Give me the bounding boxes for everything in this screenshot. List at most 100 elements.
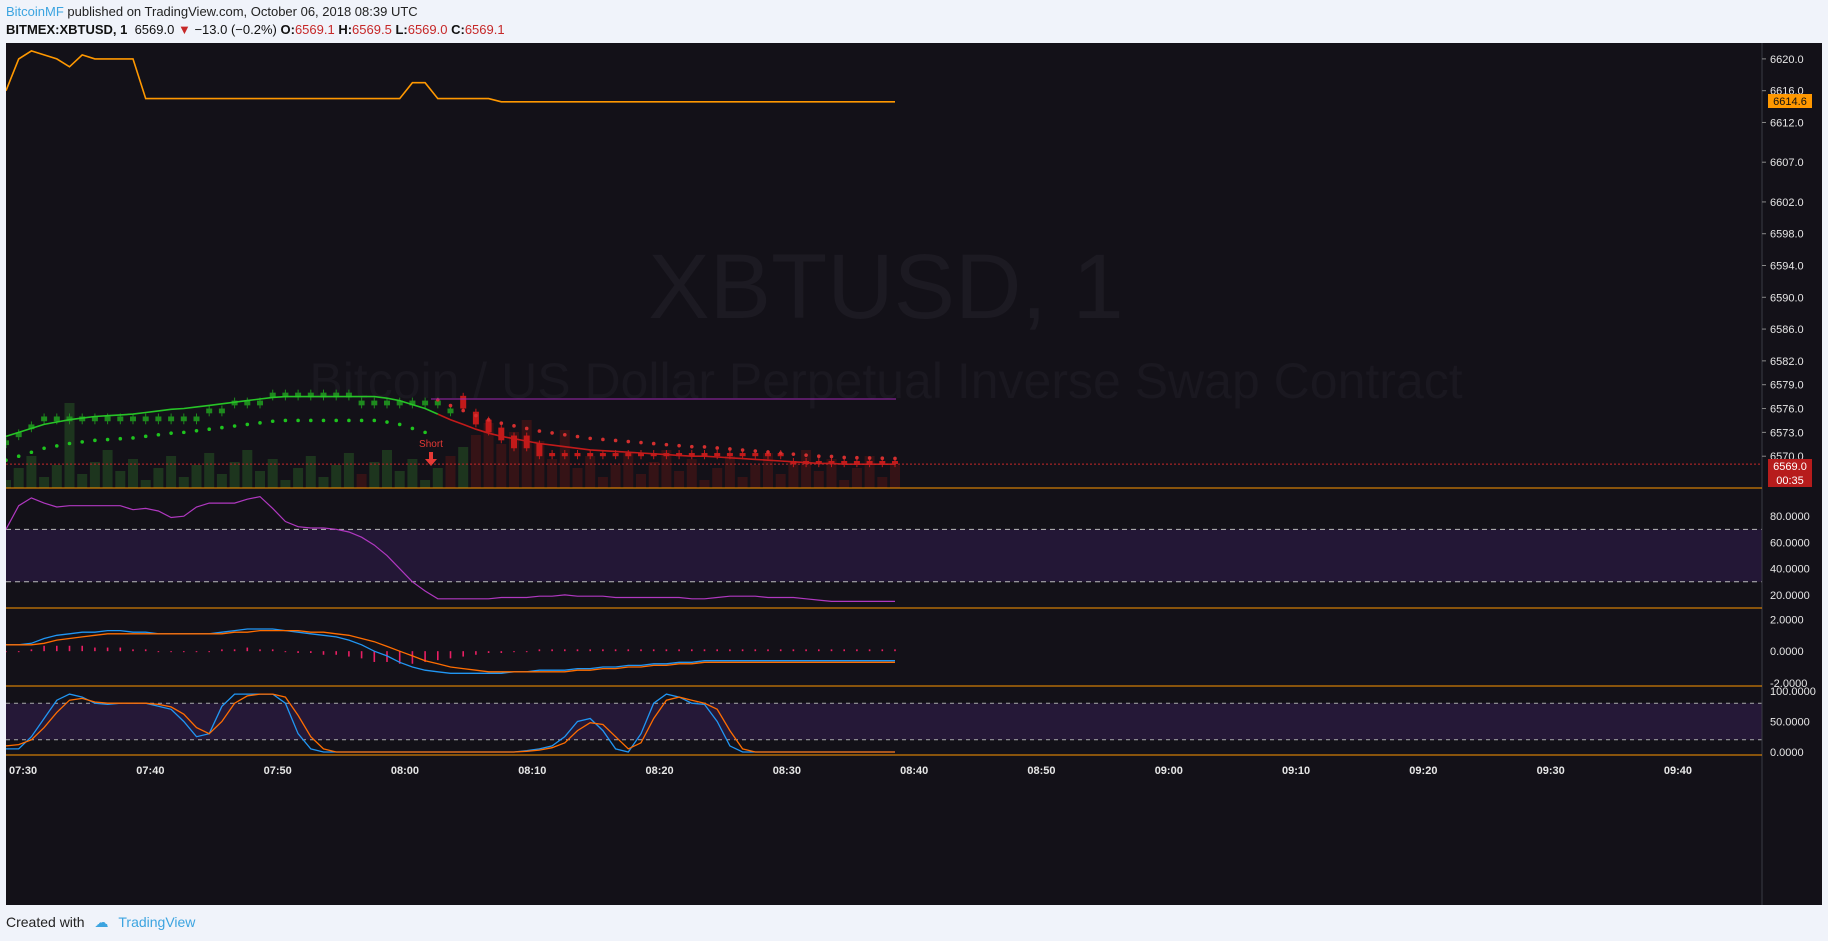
candle-body <box>130 416 136 422</box>
supertrend-dot <box>448 403 453 408</box>
supertrend-dot <box>626 439 631 444</box>
volume-bar <box>674 471 685 488</box>
volume-bar <box>445 456 456 488</box>
supertrend-dot <box>232 424 237 428</box>
supertrend-dot <box>867 456 872 460</box>
volume-bar <box>788 462 799 488</box>
volume-bar <box>839 480 850 488</box>
symbol-name[interactable]: BITMEX:XBTUSD, 1 <box>6 22 128 37</box>
macd-pane[interactable] <box>6 628 896 674</box>
supertrend-dot <box>778 451 783 455</box>
supertrend-dot <box>80 440 84 444</box>
supertrend-dot <box>690 444 694 449</box>
publish-header: BitcoinMF published on TradingView.com, … <box>6 2 418 21</box>
volume-bar <box>585 456 596 488</box>
volume-bar <box>394 471 405 488</box>
macd-histogram-bar <box>284 651 287 653</box>
supertrend-dot <box>359 418 364 423</box>
time-tick-label: 08:20 <box>646 765 674 777</box>
candle-body <box>15 432 22 438</box>
chart-area[interactable]: XBTUSD, 1 Bitcoin / US Dollar Perpetual … <box>6 43 1822 905</box>
tradingview-brand[interactable]: TradingView <box>118 914 196 930</box>
macd-histogram-bar <box>462 651 464 657</box>
macd-histogram-bar <box>830 649 833 652</box>
macd-histogram-bar <box>538 649 541 652</box>
supertrend-dot <box>194 428 199 433</box>
volume-bar <box>661 450 672 488</box>
candle-body <box>422 400 429 406</box>
volume-bar <box>64 403 75 488</box>
open-label: O: <box>280 22 295 37</box>
macd-histogram-bar <box>691 649 693 652</box>
chart-svg[interactable]: XBTUSD, 1 Bitcoin / US Dollar Perpetual … <box>6 43 1822 905</box>
volume-bar <box>318 477 329 488</box>
tradingview-logo-icon[interactable]: ☁ <box>94 914 109 930</box>
watermark-title: XBTUSD, 1 <box>648 236 1123 338</box>
price-tick-label: 6612.0 <box>1770 117 1804 129</box>
volume-bar <box>737 477 748 488</box>
volume-bar <box>420 480 431 488</box>
macd-histogram-bar <box>170 651 172 653</box>
supertrend-dot <box>461 408 466 413</box>
macd-histogram-bar <box>43 645 45 652</box>
macd-histogram-bar <box>30 649 33 652</box>
volume-bar <box>648 462 659 488</box>
macd-histogram-bar <box>106 647 109 652</box>
candle-body <box>180 416 187 422</box>
author-link[interactable]: BitcoinMF <box>6 4 64 19</box>
candle-body <box>511 435 517 449</box>
supertrend-dot <box>207 427 211 431</box>
ma-line-red <box>437 413 895 466</box>
time-axis[interactable]: 07:30 07:40 07:50 08:00 08:10 08:20 08:30 08:40… <box>9 765 1692 777</box>
candle-body <box>638 453 644 457</box>
candle-body <box>358 400 365 406</box>
rsi-pane[interactable] <box>6 495 1762 603</box>
price-pane[interactable] <box>6 50 1762 488</box>
volume-bar <box>623 453 634 488</box>
volume-bar <box>407 459 418 488</box>
supertrend-dot <box>270 419 275 424</box>
candle-body <box>91 416 98 422</box>
volume-bar <box>331 465 342 488</box>
high-value: 6569.5 <box>352 22 392 37</box>
supertrend-dot <box>524 426 529 431</box>
macd-histogram-bar <box>437 651 439 661</box>
macd-histogram-bar <box>500 651 503 653</box>
macd-histogram-bar <box>56 645 58 652</box>
time-tick-label: 07:30 <box>9 765 37 777</box>
rsi-line <box>6 495 895 603</box>
volume-bar <box>801 450 812 488</box>
macd-histogram-bar <box>449 651 452 659</box>
stoch-tick-label: 50.0000 <box>1770 717 1810 729</box>
volume-bar <box>458 447 469 488</box>
candle-body <box>193 416 200 422</box>
open-value: 6569.1 <box>294 22 335 37</box>
price-axis[interactable]: 6620.06616.06612.06607.06602.06598.06594… <box>6 43 1816 905</box>
price-tick-label: 6576.0 <box>1770 404 1804 416</box>
volume-bar <box>128 459 138 488</box>
supertrend-dot <box>486 418 491 422</box>
supertrend-dot <box>258 421 262 425</box>
macd-histogram-bar <box>767 649 769 652</box>
stoch-band <box>6 703 1762 740</box>
close-value: 6569.1 <box>464 22 505 37</box>
stoch-pane[interactable] <box>6 693 1762 753</box>
stoch-d-line <box>6 693 895 753</box>
supertrend-dot <box>55 444 59 448</box>
supertrend-dot <box>512 424 516 428</box>
red-price-badge <box>1768 459 1812 487</box>
candle-body <box>142 416 149 422</box>
supertrend-dot <box>855 455 859 460</box>
candle-body <box>117 416 124 422</box>
supertrend-dot <box>639 440 643 445</box>
watermark-subtitle: Bitcoin / US Dollar Perpetual Inverse Sw… <box>309 353 1462 409</box>
candle-body <box>765 453 771 457</box>
candle-body <box>168 416 175 422</box>
macd-histogram-bar <box>652 649 655 652</box>
supertrend-dot <box>728 447 732 451</box>
macd-histogram-bar <box>322 651 325 655</box>
supertrend-dot <box>753 449 758 453</box>
price-tick-label: 6573.0 <box>1770 427 1804 439</box>
price-tick-label: 6582.0 <box>1770 356 1804 368</box>
volume-bar <box>229 462 240 488</box>
